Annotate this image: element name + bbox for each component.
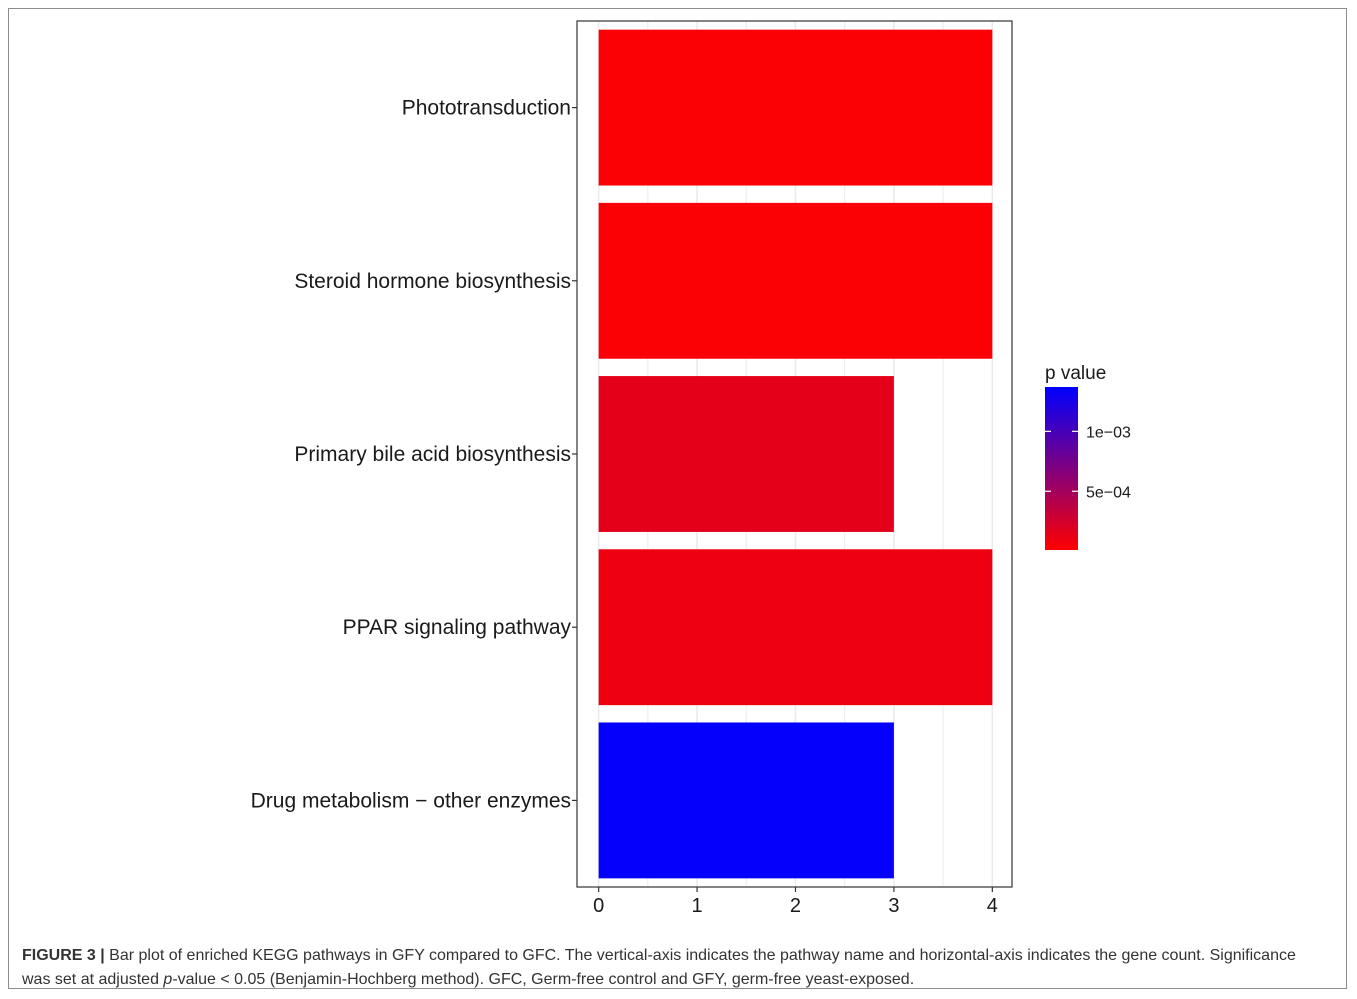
y-tick-label: Primary bile acid biosynthesis [294, 443, 571, 466]
legend-tick-label: 5e−04 [1086, 484, 1131, 501]
x-tick-label: 1 [692, 895, 703, 917]
bar [598, 722, 894, 879]
figure-frame [8, 8, 1347, 989]
y-tick-label: Drug metabolism − other enzymes [251, 789, 571, 812]
bar [598, 376, 894, 532]
y-tick-label: PPAR signaling pathway [343, 616, 572, 639]
caption-label: FIGURE 3 | [22, 947, 105, 964]
x-tick-label: 3 [888, 895, 899, 917]
bar [598, 29, 993, 186]
colorbar [1045, 387, 1078, 550]
x-tick-label: 4 [987, 895, 998, 917]
x-axis-ticks: 0 1 2 3 4 [593, 887, 998, 917]
legend: p value 1e−03 5e−04 [1045, 363, 1131, 550]
figure-caption: FIGURE 3 | Bar plot of enriched KEGG pat… [22, 944, 1322, 992]
x-tick-label: 0 [593, 895, 604, 917]
x-tick-label: 2 [790, 895, 801, 917]
y-tick-label: Phototransduction [402, 97, 571, 120]
caption-text-2: -value < 0.05 (Benjamin-Hochberg method)… [172, 971, 915, 988]
caption-text-1: Bar plot of enriched KEGG pathways in GF… [22, 947, 1296, 988]
legend-title: p value [1045, 363, 1106, 384]
y-tick-label: Steroid hormone biosynthesis [294, 270, 571, 293]
legend-tick-label: 1e−03 [1086, 424, 1131, 441]
bar [598, 202, 993, 359]
bar-chart: Phototransduction Steroid hormone biosynt… [251, 20, 1131, 917]
legend-ticks: 1e−03 5e−04 [1045, 424, 1131, 501]
y-axis-labels: Phototransduction Steroid hormone biosynt… [251, 97, 577, 812]
bars [598, 29, 993, 879]
caption-italic: p [163, 971, 173, 988]
bar [598, 549, 993, 706]
